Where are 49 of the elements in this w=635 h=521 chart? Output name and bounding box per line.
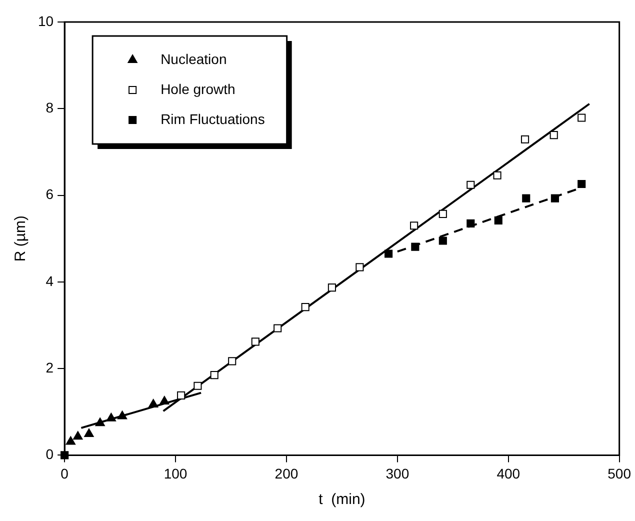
- point: [438, 236, 447, 245]
- y-tick-label: 6: [46, 186, 54, 202]
- point: [160, 396, 170, 404]
- point: [177, 391, 186, 400]
- point: [210, 371, 218, 380]
- point: [578, 180, 586, 188]
- point: [228, 357, 236, 366]
- point: [466, 180, 475, 189]
- point: [106, 412, 116, 422]
- point: [84, 428, 94, 437]
- point: [95, 418, 105, 426]
- point: [550, 194, 560, 202]
- x-tick-label: 200: [274, 465, 298, 482]
- point: [522, 194, 530, 202]
- point: [274, 324, 282, 332]
- x-tick-label: 100: [164, 465, 188, 482]
- point: [117, 410, 128, 420]
- x-tick-label: 500: [608, 465, 632, 482]
- point: [493, 171, 502, 180]
- point: [578, 114, 586, 122]
- point: [466, 219, 475, 228]
- point: [251, 338, 260, 346]
- point: [194, 382, 202, 390]
- legend-label: Hole growth: [160, 80, 236, 97]
- y-tick-label: 0: [46, 446, 54, 462]
- point: [384, 250, 393, 258]
- x-tick-label: 300: [386, 465, 410, 482]
- x-tick-label: 400: [496, 465, 520, 482]
- point: [328, 284, 336, 292]
- point: [520, 135, 530, 144]
- point: [494, 216, 502, 224]
- legend-label: Rim Fluctuations: [160, 110, 265, 127]
- x-axis-title: t (min): [318, 491, 366, 508]
- y-tick-label: 2: [46, 359, 54, 376]
- point: [411, 242, 420, 251]
- point: [301, 303, 310, 312]
- y-tick-label: 8: [46, 100, 54, 116]
- point: [66, 436, 76, 445]
- point: [438, 210, 447, 218]
- point: [148, 399, 158, 408]
- x-tick-label: 0: [60, 465, 69, 482]
- point: [550, 131, 558, 140]
- y-tick-label: 10: [38, 12, 54, 29]
- y-tick-label: 4: [46, 272, 54, 289]
- y-axis-title: R (µm): [12, 216, 30, 262]
- point: [356, 263, 364, 272]
- point: [73, 431, 83, 440]
- legend-label: Nucleation: [160, 50, 227, 67]
- point: [410, 222, 418, 230]
